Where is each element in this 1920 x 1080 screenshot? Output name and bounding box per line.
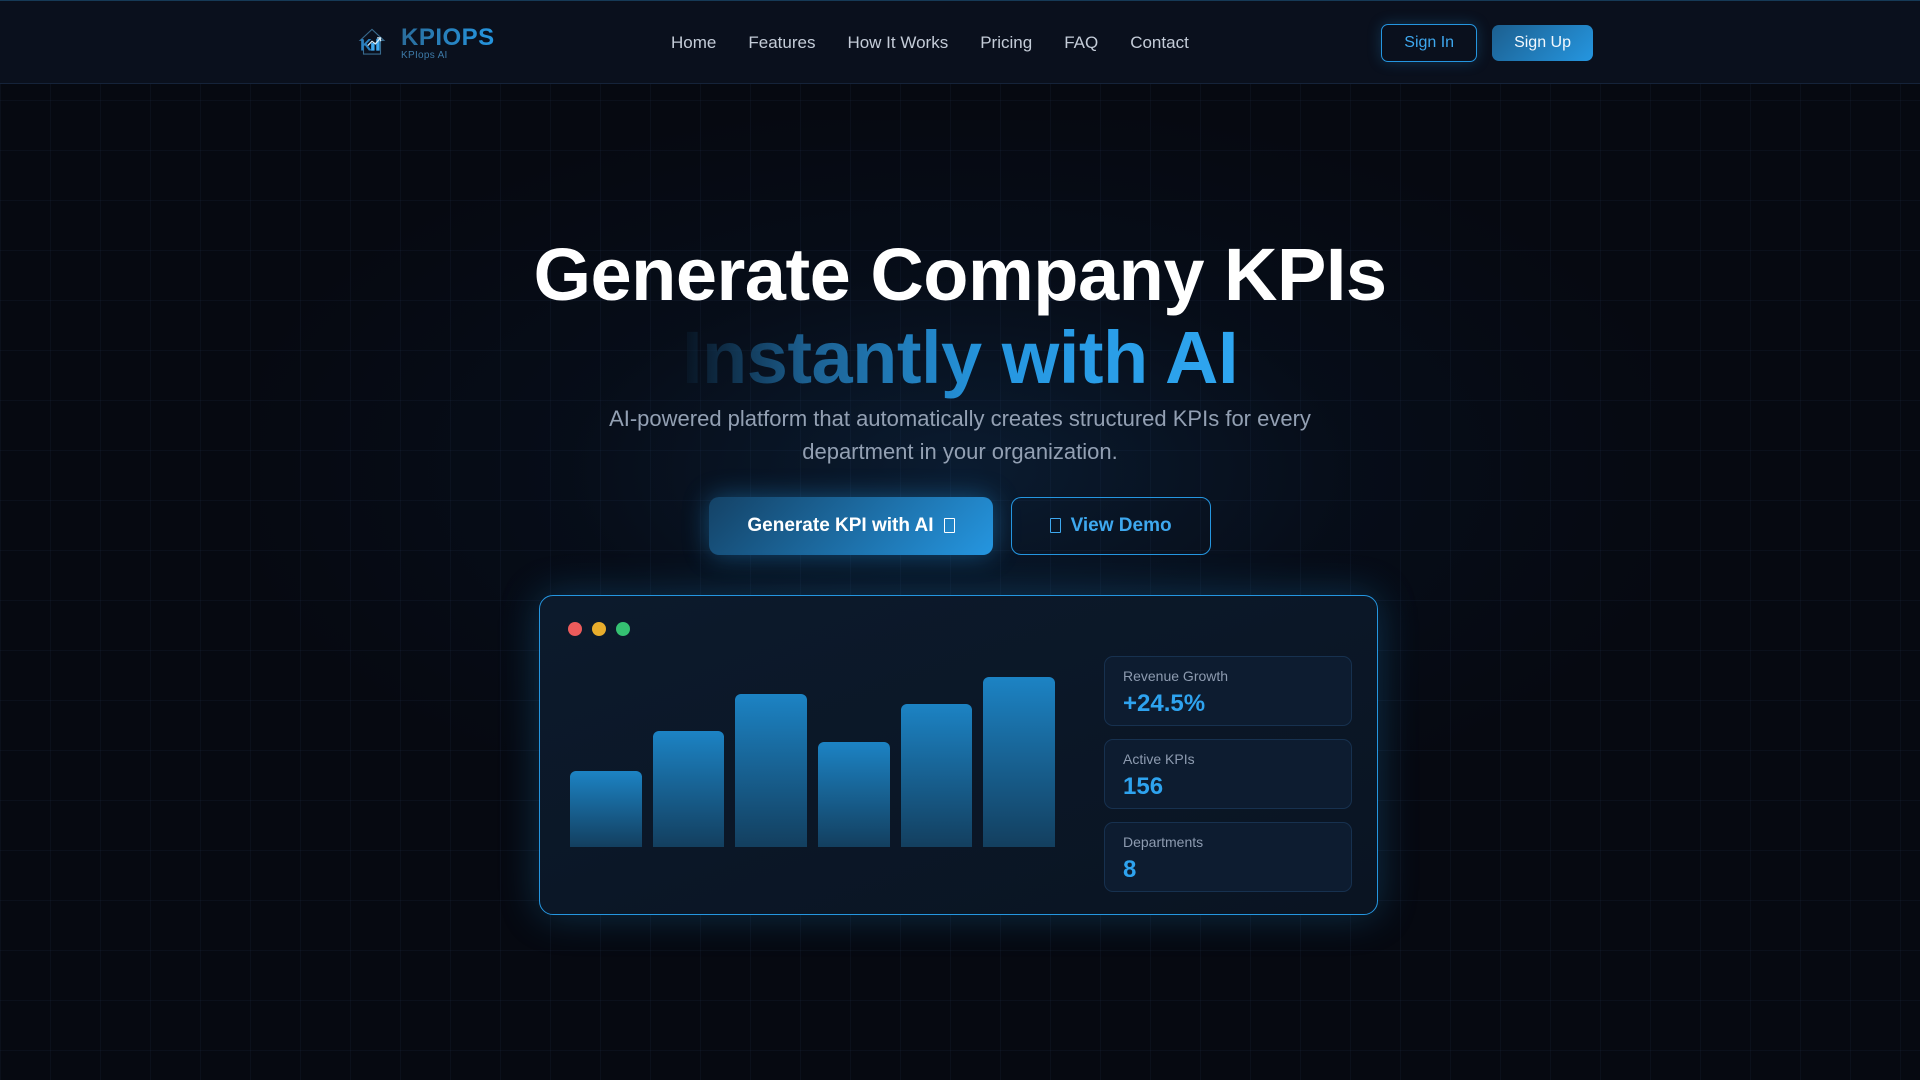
svg-text:K: K — [360, 37, 372, 55]
